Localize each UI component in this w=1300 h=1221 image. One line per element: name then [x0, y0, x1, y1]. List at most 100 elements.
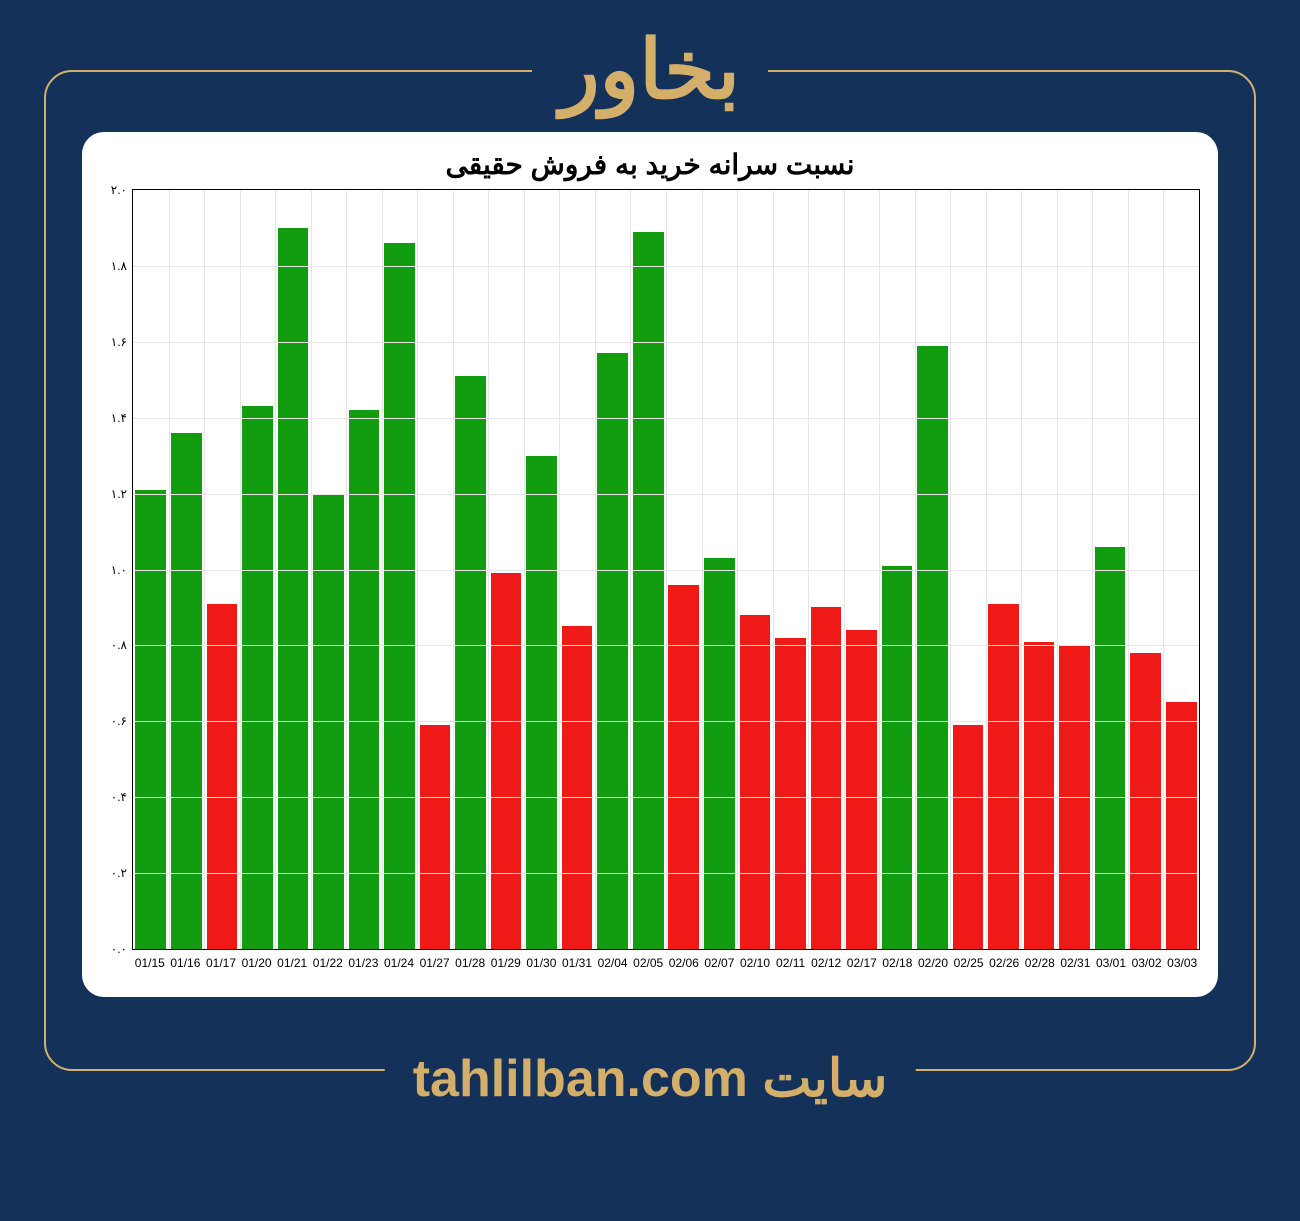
- gridline-vertical: [240, 190, 241, 949]
- x-tick-label: 01/17: [206, 956, 236, 970]
- chart-bar: [846, 630, 877, 949]
- plot-box: ۰.۰۰.۲۰.۴۰.۶۰.۸۱.۰۱.۲۱.۴۱.۶۱.۸۲.۰: [132, 189, 1200, 950]
- gridline-vertical: [311, 190, 312, 949]
- gridline-vertical: [275, 190, 276, 949]
- x-tick-label: 02/12: [811, 956, 841, 970]
- gridline-vertical: [808, 190, 809, 949]
- x-tick-label: 02/20: [918, 956, 948, 970]
- chart-bar: [349, 410, 380, 949]
- x-tick-label: 02/07: [704, 956, 734, 970]
- gridline-vertical: [630, 190, 631, 949]
- chart-bar: [775, 638, 806, 949]
- x-tick-label: 01/29: [491, 956, 521, 970]
- chart-bar: [135, 490, 166, 949]
- x-tick-label: 02/10: [740, 956, 770, 970]
- chart-bar: [740, 615, 771, 949]
- x-tick-label: 01/24: [384, 956, 414, 970]
- y-tick-label: ۰.۸: [111, 638, 127, 652]
- gridline-vertical: [559, 190, 560, 949]
- gridline-vertical: [1057, 190, 1058, 949]
- chart-bar: [633, 232, 664, 949]
- chart-bar: [491, 573, 522, 949]
- chart-bar: [1095, 547, 1126, 949]
- y-tick-label: ۱.۰: [111, 563, 127, 577]
- chart-bar: [917, 346, 948, 949]
- x-tick-label: 03/03: [1167, 956, 1197, 970]
- chart-bar: [597, 353, 628, 949]
- y-tick-label: ۰.۴: [111, 790, 127, 804]
- gridline-vertical: [595, 190, 596, 949]
- y-tick-label: ۰.۶: [111, 714, 127, 728]
- gridline-vertical: [844, 190, 845, 949]
- x-tick-label: 03/02: [1132, 956, 1162, 970]
- chart-bar: [1130, 653, 1161, 949]
- y-tick-label: ۰.۰: [111, 942, 127, 956]
- x-tick-label: 02/18: [882, 956, 912, 970]
- chart-bar: [1166, 702, 1197, 949]
- x-tick-label: 03/01: [1096, 956, 1126, 970]
- x-tick-label: 01/22: [313, 956, 343, 970]
- x-tick-label: 02/25: [954, 956, 984, 970]
- y-tick-label: ۱.۶: [111, 335, 127, 349]
- chart-bar: [171, 433, 202, 949]
- x-tick-label: 02/06: [669, 956, 699, 970]
- x-tick-label: 02/17: [847, 956, 877, 970]
- chart-bar: [882, 566, 913, 949]
- gridline-vertical: [382, 190, 383, 949]
- chart-card: نسبت سرانه خرید به فروش حقیقی ۰.۰۰.۲۰.۴۰…: [82, 132, 1218, 997]
- chart-bar: [704, 558, 735, 949]
- chart-bar: [278, 228, 309, 949]
- chart-bar: [1024, 642, 1055, 949]
- chart-title: نسبت سرانه خرید به فروش حقیقی: [100, 148, 1200, 181]
- gridline-vertical: [986, 190, 987, 949]
- gridline-vertical: [1021, 190, 1022, 949]
- x-tick-label: 01/15: [135, 956, 165, 970]
- chart-bar: [668, 585, 699, 949]
- x-tick-label: 02/11: [776, 956, 805, 970]
- x-tick-label: 01/20: [242, 956, 272, 970]
- footer-container: سایت tahlilban.com: [385, 1053, 916, 1105]
- x-tick-label: 01/28: [455, 956, 485, 970]
- x-tick-label: 01/16: [170, 956, 200, 970]
- y-tick-label: ۲.۰: [111, 183, 127, 197]
- x-tick-label: 02/04: [598, 956, 628, 970]
- footer-text: سایت tahlilban.com: [413, 1053, 888, 1105]
- gridline-vertical: [1163, 190, 1164, 949]
- gridline-vertical: [773, 190, 774, 949]
- x-axis-labels: 01/15 01/16 01/17 01/20 01/21 01/22 01/23 01/24…: [132, 952, 1200, 978]
- x-tick-label: 02/26: [989, 956, 1019, 970]
- chart-bar: [562, 626, 593, 949]
- gridline-vertical: [169, 190, 170, 949]
- chart-bar: [811, 607, 842, 949]
- gridline-vertical: [1092, 190, 1093, 949]
- gridline-vertical: [453, 190, 454, 949]
- x-tick-label: 02/05: [633, 956, 663, 970]
- x-tick-label: 02/31: [1060, 956, 1090, 970]
- card-frame: بخاور نسبت سرانه خرید به فروش حقیقی ۰.۰۰…: [44, 70, 1256, 1071]
- y-tick-label: ۰.۲: [111, 866, 127, 880]
- gridline-vertical: [204, 190, 205, 949]
- gridline-vertical: [488, 190, 489, 949]
- gridline-vertical: [737, 190, 738, 949]
- chart-bar: [953, 725, 984, 949]
- title-container: بخاور: [532, 30, 768, 112]
- chart-area: ۰.۰۰.۲۰.۴۰.۶۰.۸۱.۰۱.۲۱.۴۱.۶۱.۸۲.۰ 01/150…: [100, 189, 1200, 978]
- y-tick-label: ۱.۲: [111, 487, 127, 501]
- gridline-vertical: [417, 190, 418, 949]
- chart-bar: [526, 456, 557, 949]
- chart-bar: [420, 725, 451, 949]
- gridline-vertical: [1128, 190, 1129, 949]
- y-tick-label: ۱.۸: [111, 259, 127, 273]
- gridline-vertical: [524, 190, 525, 949]
- chart-bar: [455, 376, 486, 949]
- x-tick-label: 02/28: [1025, 956, 1055, 970]
- x-tick-label: 01/21: [277, 956, 307, 970]
- gridline-vertical: [915, 190, 916, 949]
- x-tick-label: 01/27: [420, 956, 450, 970]
- y-tick-label: ۱.۴: [111, 411, 127, 425]
- gridline-vertical: [702, 190, 703, 949]
- x-tick-label: 01/23: [348, 956, 378, 970]
- x-tick-label: 01/31: [562, 956, 592, 970]
- gridline-vertical: [879, 190, 880, 949]
- chart-bar: [242, 406, 273, 949]
